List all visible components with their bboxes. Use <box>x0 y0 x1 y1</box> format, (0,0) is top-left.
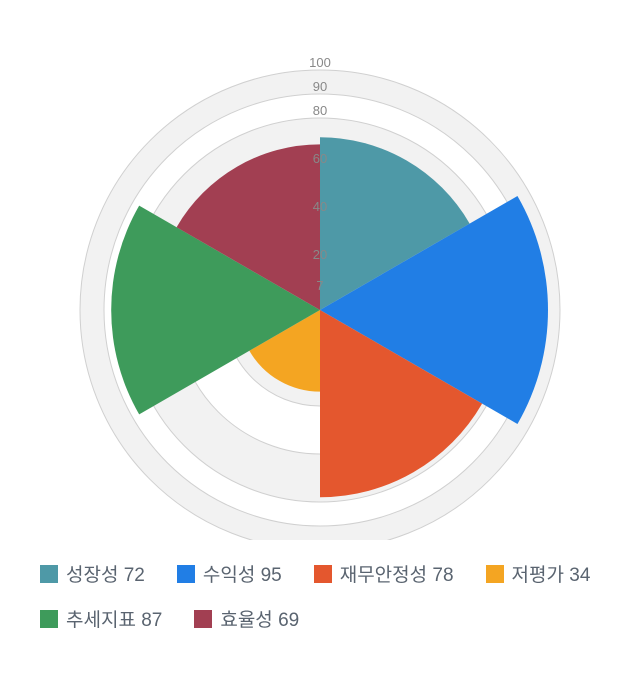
legend-item: 효율성 69 <box>194 605 299 632</box>
legend-label: 수익성 95 <box>203 560 282 587</box>
legend-item: 수익성 95 <box>177 560 282 587</box>
legend: 성장성 72 수익성 95 재무안정성 78 저평가 34 추세지표 87 효율성 69 <box>40 560 600 632</box>
axis-tick-label: 20 <box>313 247 327 262</box>
axis-tick-label: 7 <box>316 278 323 293</box>
axis-tick-label: 90 <box>313 79 327 94</box>
axis-tick-label: 60 <box>313 151 327 166</box>
axis-tick-label: 40 <box>313 199 327 214</box>
legend-label: 저평가 34 <box>512 560 591 587</box>
legend-label: 효율성 69 <box>220 605 299 632</box>
legend-swatch <box>40 610 58 628</box>
legend-label: 성장성 72 <box>66 560 145 587</box>
legend-item: 성장성 72 <box>40 560 145 587</box>
polar-chart: 7 20 40 60 80 90 100 <box>60 20 580 540</box>
legend-item: 저평가 34 <box>486 560 591 587</box>
legend-swatch <box>486 565 504 583</box>
legend-label: 재무안정성 78 <box>340 560 454 587</box>
legend-item: 추세지표 87 <box>40 605 162 632</box>
legend-label: 추세지표 87 <box>66 605 162 632</box>
chart-svg: 7 20 40 60 80 90 100 <box>60 20 580 540</box>
legend-swatch <box>40 565 58 583</box>
legend-swatch <box>314 565 332 583</box>
legend-swatch <box>194 610 212 628</box>
axis-tick-label: 100 <box>309 55 331 70</box>
legend-item: 재무안정성 78 <box>314 560 454 587</box>
legend-swatch <box>177 565 195 583</box>
axis-tick-label: 80 <box>313 103 327 118</box>
